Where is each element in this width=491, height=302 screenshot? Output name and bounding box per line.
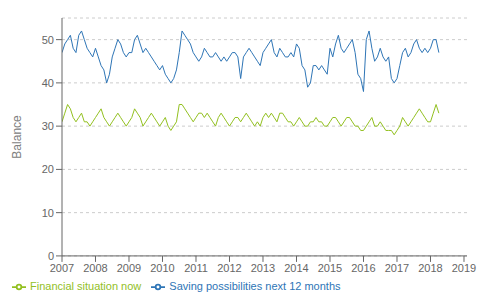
svg-text:2011: 2011 [184,262,208,274]
svg-text:2008: 2008 [83,262,107,274]
svg-text:30: 30 [42,120,54,132]
svg-text:2012: 2012 [217,262,241,274]
html-text:Financial situation now: Financial situation now [30,279,142,292]
svg-text:2007: 2007 [50,262,74,274]
svg-text:2010: 2010 [150,262,174,274]
svg-text:40: 40 [42,77,54,89]
svg-text:0: 0 [48,250,54,262]
svg-text:2014: 2014 [284,262,308,274]
svg-text:Balance: Balance [10,115,24,159]
svg-text:2018: 2018 [418,262,442,274]
svg-text:2016: 2016 [351,262,375,274]
svg-text:2013: 2013 [251,262,275,274]
svg-text:20: 20 [42,163,54,175]
svg-text:2009: 2009 [117,262,141,274]
svg-text:2015: 2015 [318,262,342,274]
html-text:Saving possibilities next 12 m: Saving possibilities next 12 months [169,279,341,292]
svg-text:50: 50 [42,34,54,46]
svg-text:10: 10 [42,207,54,219]
svg-text:2019: 2019 [452,262,476,274]
svg-text:2017: 2017 [385,262,409,274]
